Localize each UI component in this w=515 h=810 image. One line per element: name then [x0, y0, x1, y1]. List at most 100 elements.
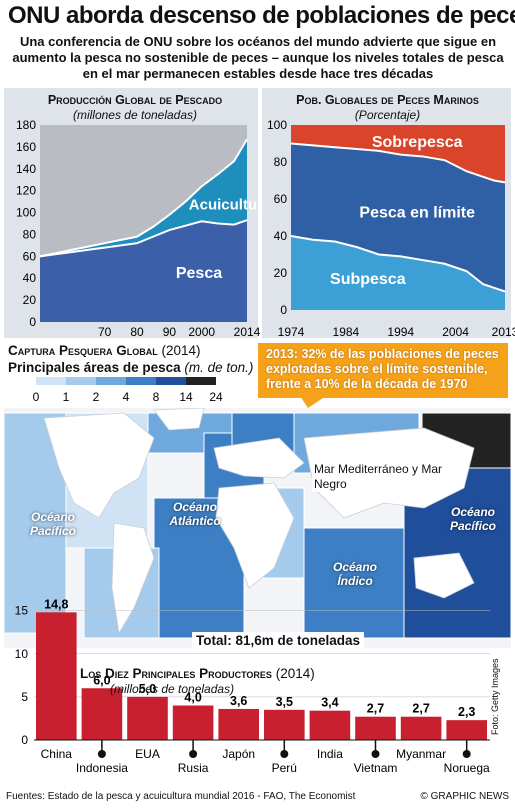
bar [36, 612, 77, 740]
category-label: Myanmar [396, 747, 446, 761]
map-year: (2014) [161, 343, 201, 358]
bar-value-label: 3,4 [321, 696, 338, 710]
bar-value-label: 2,3 [458, 705, 475, 719]
producers-title-row: Los Diez Principales Productores (2014) [80, 666, 315, 681]
label-dot [280, 750, 289, 758]
stocks-title: Pob. Globales de Peces Marinos [296, 93, 479, 107]
x-tick-label: 1994 [387, 325, 414, 339]
y-tick-label: 0 [29, 315, 36, 329]
legend-swatch [36, 377, 66, 385]
land-mass [413, 552, 475, 599]
x-tick-label: 70 [98, 325, 112, 339]
y-tick-label: 15 [15, 604, 29, 618]
graphic-credit: © GRAPHIC NEWS [420, 791, 510, 802]
series-label-pesca: Pesca [176, 265, 222, 282]
bar [355, 716, 396, 740]
total-label: Total: 81,6m de toneladas [192, 632, 365, 649]
med-label: Mar Mediterráneo y Mar Negro [312, 462, 446, 492]
y-tick-label: 80 [23, 227, 37, 241]
producers-year: (2014) [275, 666, 315, 681]
production-unit: (millones de toneladas) [72, 108, 198, 122]
x-tick-label: 2004 [442, 325, 469, 339]
series-label-limite: Pesca en límite [359, 205, 475, 222]
legend-tick-label: 0 [33, 390, 40, 404]
series-label-sobrepesca: Sobrepesca [372, 134, 463, 151]
bar-value-label: 14,8 [44, 597, 68, 611]
y-tick-label: 20 [23, 293, 37, 307]
series-area-subpesca [291, 236, 505, 310]
series-label-acuicultura: Acuicultura [189, 196, 260, 213]
bar [218, 708, 259, 740]
x-tick-label: 1984 [333, 325, 360, 339]
producers-chart: 0 5 10 15 14,8 China 6,0 Indonesia 5,0 EUA 4,0 Rusi… [15, 597, 490, 775]
series-area-pesca [40, 220, 247, 322]
producers-title: Los Diez Principales Productores [80, 666, 272, 681]
stocks-unit: (Porcentaje) [354, 108, 421, 122]
map-title-row: Captura Pesquera Global (2014) [8, 343, 201, 358]
category-label: Indonesia [76, 761, 128, 775]
category-label: Noruega [444, 761, 490, 775]
callout-pointer [300, 396, 326, 408]
y-tick-label: 0 [280, 303, 287, 317]
land-mass [111, 522, 155, 635]
x-tick-label: 2000 [188, 325, 215, 339]
bar [127, 696, 168, 740]
series-line-limite [290, 142, 506, 184]
y-tick-label: 5 [21, 690, 28, 704]
category-label: Vietnam [354, 761, 398, 775]
series-line-pesca [39, 219, 248, 258]
y-tick-label: 120 [16, 184, 36, 198]
y-tick-label: 0 [21, 733, 28, 747]
bar [400, 716, 442, 740]
x-tick-label: 1974 [278, 325, 305, 339]
y-tick-label: 60 [23, 249, 37, 263]
bar-value-label: 2,7 [367, 702, 384, 716]
bar-value-label: 5,0 [139, 682, 156, 696]
category-label: EUA [135, 747, 160, 761]
x-tick-label: 2014 [234, 325, 260, 339]
y-tick-label: 10 [15, 647, 29, 661]
category-label: Perú [272, 761, 297, 775]
land-mass [213, 437, 305, 479]
label-dot [189, 750, 198, 758]
land-mass [153, 408, 205, 431]
y-tick-label: 80 [274, 155, 288, 169]
label-dot [97, 750, 106, 758]
bar-value-label: 3,6 [230, 694, 247, 708]
production-chart: 0 20 40 60 80 100 120 140 160 180 70 80 90 2000 2014 Pe… [16, 118, 260, 339]
map-subtitle: Principales áreas de pesca [8, 360, 181, 375]
ocean-label-pacific-east: Océano Pacífico [29, 510, 77, 538]
category-label: China [41, 747, 73, 761]
legend-swatch [66, 377, 96, 385]
legend-tick-label: 24 [209, 390, 223, 404]
ocean-label-indian: Océano Índico [332, 560, 377, 588]
series-line-total [39, 138, 248, 258]
label-dot [371, 750, 380, 758]
legend-tick-label: 2 [93, 390, 100, 404]
y-tick-label: 140 [16, 162, 36, 176]
bar-value-label: 3,5 [276, 695, 293, 709]
photo-credit: Foto: Getty Images [490, 658, 500, 735]
y-tick-label: 100 [267, 118, 287, 132]
producers-unit: (millones de toneladas) [110, 682, 235, 696]
ocean-label-atlantic: Océano Atlántico [169, 500, 221, 528]
map-legend: 0 1 2 4 8 14 24 [33, 377, 223, 404]
map-unit: (m. de ton.) [184, 360, 254, 375]
x-tick-label: 2013 [492, 325, 515, 339]
land-mass [215, 482, 295, 589]
bar-value-label: 4,0 [184, 691, 201, 705]
bar [446, 720, 487, 740]
y-tick-label: 40 [274, 229, 288, 243]
callout-text: 2013: 32% de las poblaciones de peces ex… [266, 347, 499, 391]
bar [264, 709, 305, 740]
bar [172, 705, 214, 740]
y-tick-label: 60 [274, 192, 288, 206]
legend-tick-label: 4 [123, 390, 130, 404]
x-tick-label: 80 [130, 325, 144, 339]
category-label: India [317, 747, 343, 761]
y-tick-label: 180 [16, 118, 36, 132]
legend-tick-label: 1 [63, 390, 70, 404]
legend-swatch [156, 377, 186, 385]
legend-swatch [186, 377, 216, 385]
land-mass [43, 412, 155, 519]
